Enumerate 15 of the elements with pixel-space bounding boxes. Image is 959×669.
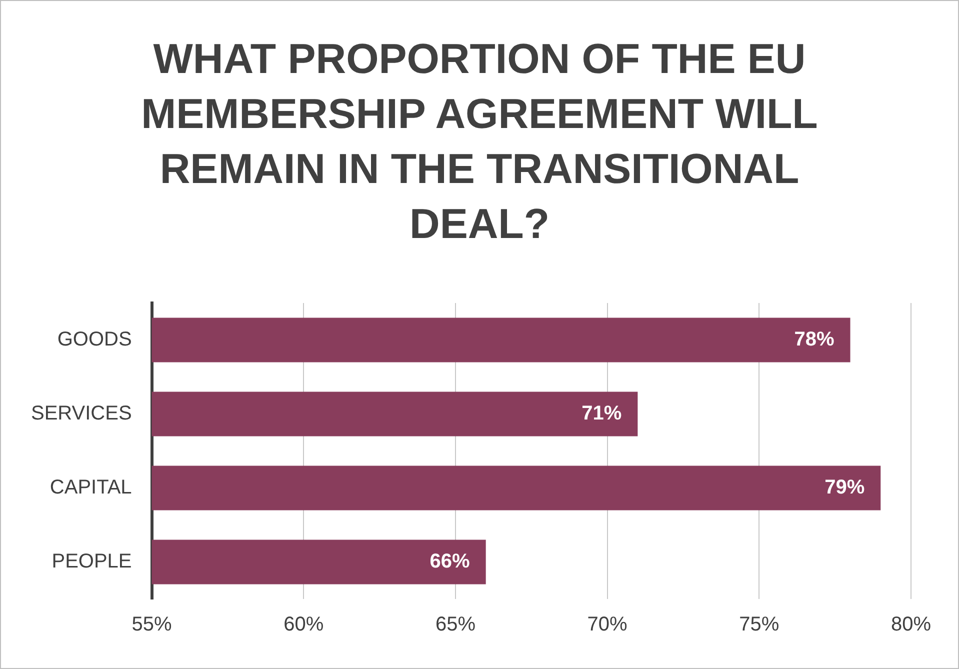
y-tick-label: CAPITAL	[50, 476, 132, 499]
x-tick-label: 55%	[132, 614, 172, 636]
data-label: 78%	[794, 328, 834, 351]
x-tick-label: 65%	[435, 614, 476, 636]
x-tick-label: 75%	[739, 614, 780, 636]
data-label: 79%	[824, 476, 865, 499]
chart-title: WHAT PROPORTION OF THE EU MEMBERSHIP AGREEMENT WILL REMAIN IN THE TRANSITIONAL DEAL?	[140, 34, 819, 249]
x-tick-label: 60%	[284, 614, 324, 636]
data-label: 66%	[430, 550, 470, 573]
data-label: 71%	[582, 402, 622, 425]
x-tick-label: 80%	[890, 614, 932, 636]
y-tick-label: SERVICES	[31, 402, 132, 425]
y-tick-label: PEOPLE	[52, 550, 132, 573]
y-tick-label: GOODS	[57, 328, 132, 351]
x-tick-label: 70%	[587, 614, 628, 636]
